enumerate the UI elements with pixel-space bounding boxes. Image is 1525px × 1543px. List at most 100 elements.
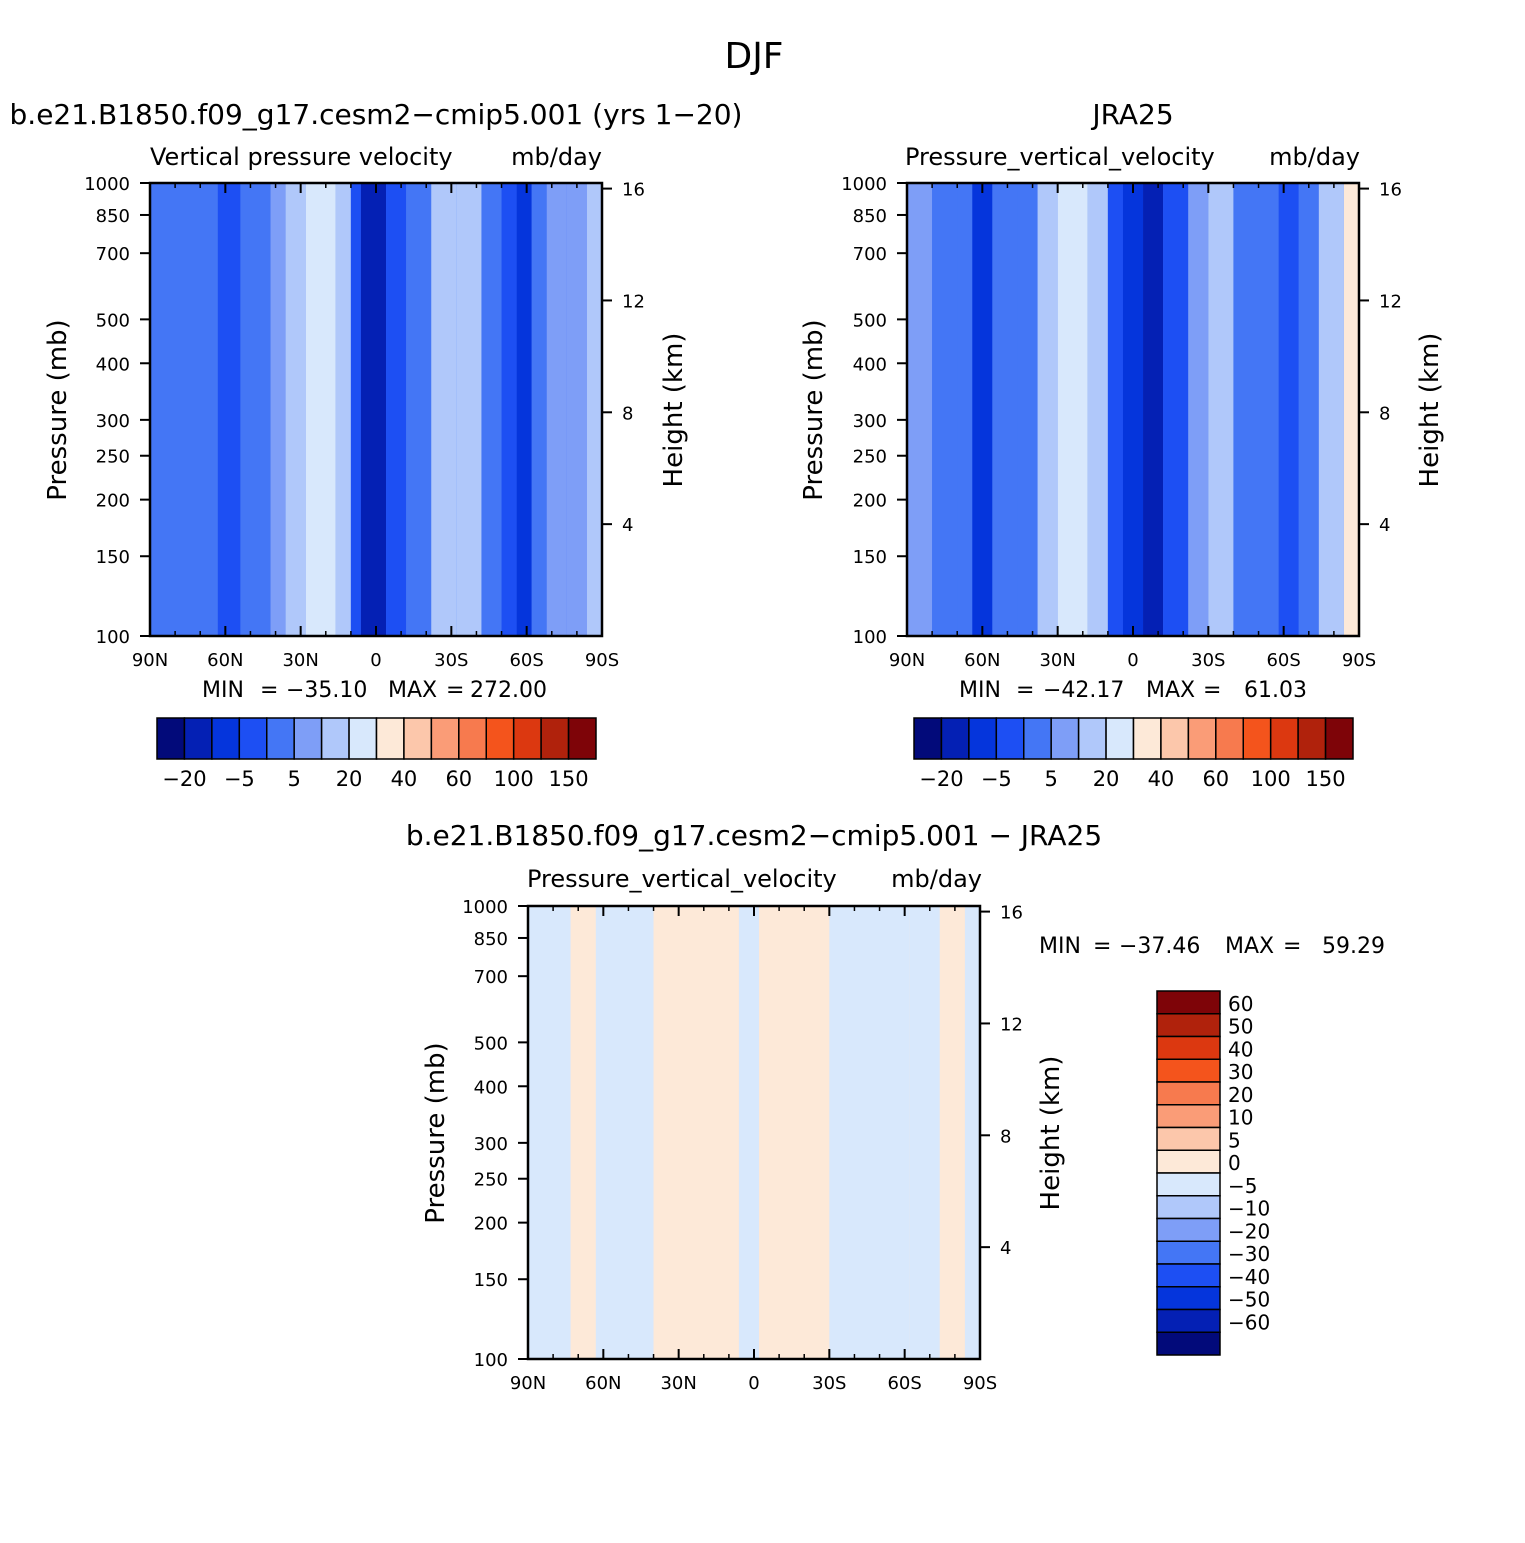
colorbar-label: −5 xyxy=(224,767,255,791)
y-tick-label: 850 xyxy=(96,206,130,227)
colorbar-box xyxy=(1105,717,1135,760)
panel-obs-heatmap xyxy=(907,183,1359,636)
y-right-tick-label: 4 xyxy=(622,515,633,536)
panel-obs-units: mb/day xyxy=(1269,143,1360,171)
colorbar-box xyxy=(1077,717,1107,760)
y-tick-label: 500 xyxy=(96,310,130,331)
y-tick-label: 200 xyxy=(96,491,130,512)
contour-band xyxy=(1163,183,1189,636)
contour-band xyxy=(595,906,654,1359)
colorbar-box xyxy=(1215,717,1244,760)
main-title: DJF xyxy=(724,36,783,77)
contour-band xyxy=(957,183,973,636)
contour-band xyxy=(305,183,336,636)
panel-diff-ylabel: Pressure (mb) xyxy=(421,1042,451,1223)
x-tick-label: 30N xyxy=(282,650,318,671)
contour-band xyxy=(1122,183,1144,636)
x-tick-label: 0 xyxy=(748,1373,759,1394)
colorbar-box xyxy=(238,717,268,760)
colorbar-box xyxy=(375,717,405,760)
panel-model-axes: 90N 60N 30N 0 30S 60S 90S 100 150 200 250 300 400 500… xyxy=(84,174,645,671)
contour-band xyxy=(386,183,407,636)
colorbar-box xyxy=(1156,1126,1221,1151)
contour-band xyxy=(774,906,805,1359)
x-tick-label: 30N xyxy=(1039,650,1075,671)
panel-obs-ylabel-right: Height (km) xyxy=(1415,333,1445,488)
y-right-tick-label: 16 xyxy=(1000,903,1023,924)
colorbar-box xyxy=(1242,717,1272,760)
contour-band xyxy=(586,183,602,636)
contour-band xyxy=(964,906,980,1359)
contour-band xyxy=(1107,183,1123,636)
x-tick-label: 60S xyxy=(1266,650,1300,671)
panel-model: b.e21.B1850.f09_g17.cesm2−cmip5.001 (yrs… xyxy=(10,98,743,791)
y-tick-label: 200 xyxy=(853,491,887,512)
x-tick-label: 90S xyxy=(1342,650,1376,671)
contour-band xyxy=(528,906,571,1359)
panel-obs-ylabel: Pressure (mb) xyxy=(799,319,829,500)
contour-band xyxy=(1188,183,1209,636)
panel-diff-max-value: 59.29 xyxy=(1322,934,1385,959)
colorbar-label: 60 xyxy=(1228,992,1253,1016)
contour-band xyxy=(1208,183,1234,636)
colorbar-box xyxy=(1023,717,1052,760)
contour-band xyxy=(516,183,532,636)
contour-band xyxy=(456,183,482,636)
colorbar-box xyxy=(403,717,433,760)
contour-band xyxy=(1037,183,1058,636)
colorbar-box xyxy=(995,717,1025,760)
contour-band xyxy=(693,906,709,1359)
contour-band xyxy=(1233,183,1259,636)
contour-band xyxy=(939,906,965,1359)
panel-diff-max-label: MAX xyxy=(1225,934,1274,959)
x-tick-label: 30S xyxy=(1191,650,1225,671)
panel-diff-axes: 90N 60N 30N 0 30S 60S 90S 100 150 200 250 300 400 500… xyxy=(462,897,1023,1394)
contour-band xyxy=(1057,183,1088,636)
contour-band xyxy=(531,183,547,636)
x-tick-label: 30S xyxy=(434,650,468,671)
panel-diff-units: mb/day xyxy=(891,865,982,893)
contour-band xyxy=(1278,183,1299,636)
colorbar-label: 20 xyxy=(1093,767,1120,791)
y-tick-label: 700 xyxy=(474,967,508,988)
panel-model-max-value: 272.00 xyxy=(470,678,547,703)
y-tick-label: 300 xyxy=(474,1134,508,1155)
panel-obs-max-eq: = xyxy=(1203,678,1221,703)
colorbar-box xyxy=(1132,717,1162,760)
colorbar-label: 150 xyxy=(1306,767,1346,791)
panel-obs-axes: 90N 60N 30N 0 30S 60S 90S 100 150 200 250 300 400 500… xyxy=(841,174,1402,671)
y-right-tick-label: 12 xyxy=(1379,291,1402,312)
contour-band xyxy=(1318,183,1344,636)
panel-diff-title: b.e21.B1850.f09_g17.cesm2−cmip5.001 − JR… xyxy=(406,819,1102,852)
colorbar-box xyxy=(1156,1217,1221,1242)
y-tick-label: 400 xyxy=(853,354,887,375)
panel-diff-variable: Pressure_vertical_velocity xyxy=(527,865,837,893)
colorbar-box xyxy=(1269,717,1299,760)
panel-model-max-eq: = xyxy=(446,678,464,703)
y-tick-label: 100 xyxy=(474,1350,508,1371)
contour-band xyxy=(653,906,694,1359)
panel-diff: b.e21.B1850.f09_g17.cesm2−cmip5.001 − JR… xyxy=(406,819,1385,1394)
panel-model-title: b.e21.B1850.f09_g17.cesm2−cmip5.001 (yrs… xyxy=(10,98,743,131)
y-tick-label: 500 xyxy=(853,310,887,331)
colorbar-box xyxy=(1156,1172,1221,1197)
panel-obs-minmax: MIN = −42.17 MAX = 61.03 xyxy=(959,678,1307,703)
panel-model-max-label: MAX xyxy=(388,678,437,703)
y-tick-label: 400 xyxy=(96,354,130,375)
panel-model-minmax: MIN = −35.10 MAX = 272.00 xyxy=(202,678,547,703)
y-tick-label: 500 xyxy=(474,1033,508,1054)
y-tick-label: 250 xyxy=(853,447,887,468)
panel-obs-min-eq: = xyxy=(1016,678,1034,703)
x-tick-label: 30N xyxy=(660,1373,696,1394)
colorbar-box xyxy=(1156,1286,1221,1311)
contour-band xyxy=(546,183,567,636)
contour-band xyxy=(708,906,739,1359)
colorbar-box xyxy=(458,717,487,760)
contour-band xyxy=(909,906,940,1359)
colorbar-box xyxy=(1156,1308,1221,1333)
contour-band xyxy=(335,183,351,636)
colorbar-box xyxy=(940,717,970,760)
colorbar-label: 30 xyxy=(1228,1060,1253,1084)
contour-band xyxy=(501,183,517,636)
y-right-tick-label: 16 xyxy=(622,180,645,201)
